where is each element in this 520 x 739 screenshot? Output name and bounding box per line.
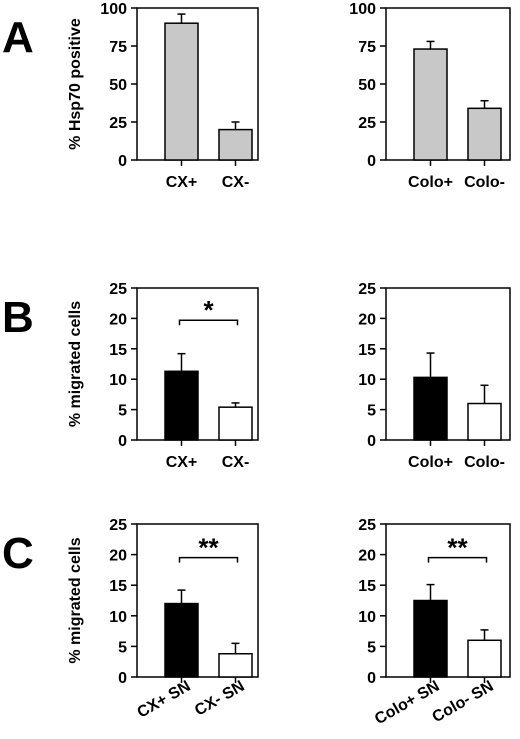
chart-1-ytick-label-0: 0 — [118, 153, 127, 170]
chart-6-bar-1 — [467, 639, 502, 678]
chart-2-ytick-label-0: 0 — [367, 153, 376, 170]
chart-4-ytick-label-2: 10 — [358, 372, 376, 389]
chart-6-ytick-label-4: 20 — [358, 548, 376, 565]
panel-letter-a: A — [2, 13, 34, 62]
chart-2-bar-0 — [413, 48, 448, 161]
chart-6-ytick-label-5: 25 — [358, 517, 376, 534]
chart-5-ytick-label-5: 25 — [109, 517, 127, 534]
chart-4-ytick-label-1: 5 — [367, 403, 376, 420]
chart-3-ylabel: % migrated cells — [67, 301, 84, 427]
chart-3-significance-bracket — [178, 319, 239, 326]
chart-1-bar-0 — [164, 22, 199, 161]
chart-6-frame — [385, 523, 511, 678]
chart-4-bar-1 — [467, 402, 502, 441]
chart-5-significance-bracket — [178, 556, 239, 563]
chart-5-category-label-0: CX+ SN — [135, 678, 194, 722]
chart-5-bar-1 — [218, 652, 253, 678]
chart-6-significance-label: ** — [447, 533, 468, 563]
chart-2-category-label-1: Colo- — [464, 174, 505, 191]
chart-5-ytick-label-3: 15 — [109, 578, 127, 595]
chart-5-ytick-label-2: 10 — [109, 609, 127, 626]
chart-1-category-label-0: CX+ — [166, 174, 198, 191]
chart-5-bar-0 — [164, 602, 199, 678]
chart-1-bar-1 — [218, 128, 253, 161]
chart-4-category-label-0: Colo+ — [408, 454, 453, 471]
chart-2-bar-1 — [467, 107, 502, 161]
chart-3-category-label-0: CX+ — [166, 454, 198, 471]
chart-2-ytick-label-2: 50 — [358, 77, 376, 94]
chart-4-frame — [385, 287, 511, 441]
chart-6-significance-bracket — [427, 556, 488, 563]
chart-4-ytick-label-0: 0 — [367, 433, 376, 450]
chart-2-ytick-label-4: 100 — [349, 1, 376, 18]
chart-3-significance-label: * — [203, 295, 214, 325]
chart-1-ytick-label-3: 75 — [109, 39, 127, 56]
chart-4-category-label-1: Colo- — [464, 454, 505, 471]
chart-5-category-label-1: CX- SN — [192, 678, 247, 720]
panel-letter-c: C — [2, 529, 34, 578]
chart-5-significance-label: ** — [198, 533, 219, 563]
chart-5-ytick-label-4: 20 — [109, 548, 127, 565]
chart-4-bar-0 — [413, 376, 448, 441]
chart-3-ytick-label-0: 0 — [118, 433, 127, 450]
chart-5-ytick-label-0: 0 — [118, 670, 127, 687]
chart-3-ytick-label-2: 10 — [109, 372, 127, 389]
chart-6-ytick-label-1: 5 — [367, 639, 376, 656]
chart-1-ylabel: % Hsp70 positive — [67, 18, 84, 150]
chart-4-ytick-label-3: 15 — [358, 342, 376, 359]
chart-6-category-label-1: Colo- SN — [430, 678, 497, 726]
chart-4-ytick-label-4: 20 — [358, 311, 376, 328]
chart-3-category-label-1: CX- — [222, 454, 250, 471]
chart-3-bar-0 — [164, 370, 199, 441]
chart-3-ytick-label-3: 15 — [109, 342, 127, 359]
chart-2-ytick-label-3: 75 — [358, 39, 376, 56]
chart-6-ytick-label-3: 15 — [358, 578, 376, 595]
chart-5-ylabel: % migrated cells — [67, 537, 84, 663]
chart-3-ytick-label-5: 25 — [109, 281, 127, 298]
chart-6-category-label-0: Colo+ SN — [372, 678, 442, 729]
chart-3-bar-1 — [218, 406, 253, 441]
chart-3-ytick-label-1: 5 — [118, 403, 127, 420]
chart-6-bar-0 — [413, 599, 448, 678]
chart-1-ytick-label-4: 100 — [100, 1, 127, 18]
chart-1-ytick-label-1: 25 — [109, 115, 127, 132]
chart-1-ytick-label-2: 50 — [109, 77, 127, 94]
panel-letter-b: B — [2, 293, 34, 342]
chart-3-ytick-label-4: 20 — [109, 311, 127, 328]
chart-5-ytick-label-1: 5 — [118, 639, 127, 656]
chart-2-category-label-0: Colo+ — [408, 174, 453, 191]
chart-1-category-label-1: CX- — [222, 174, 250, 191]
chart-4-ytick-label-5: 25 — [358, 281, 376, 298]
chart-6-ytick-label-2: 10 — [358, 609, 376, 626]
chart-2-ytick-label-1: 25 — [358, 115, 376, 132]
chart-6-ytick-label-0: 0 — [367, 670, 376, 687]
